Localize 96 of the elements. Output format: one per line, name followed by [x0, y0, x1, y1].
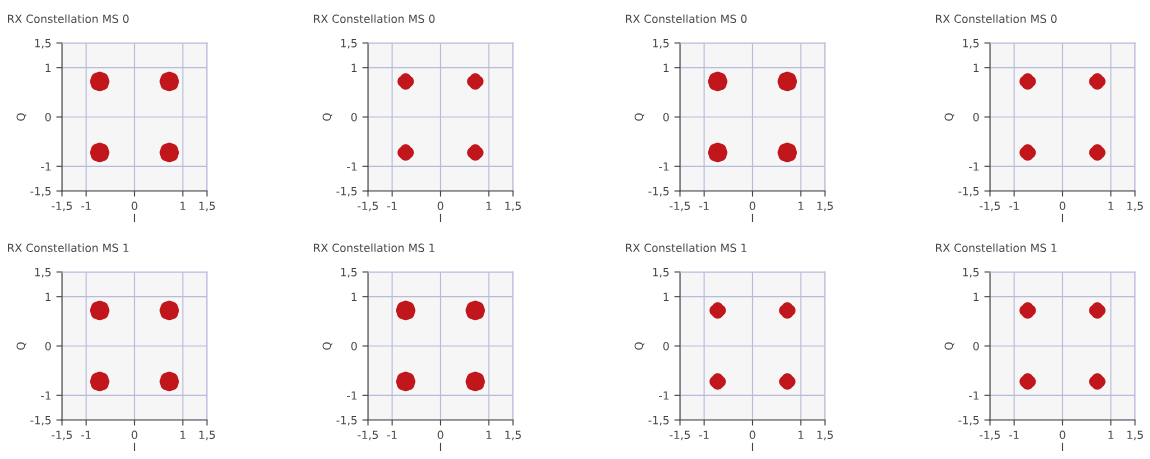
y-tick-label: -1,5 — [958, 416, 979, 426]
x-tick-label: -1 — [1009, 201, 1019, 210]
y-tick-label: 1,5 — [341, 268, 357, 278]
y-tick-label: 0 — [663, 112, 669, 122]
y-axis-title: Q — [16, 113, 27, 121]
y-tick-label: 1 — [973, 63, 979, 72]
y-tick-label: 1,5 — [653, 268, 669, 278]
y-tick-label: -1 — [659, 162, 669, 171]
y-tick-label: -1 — [347, 162, 357, 171]
y-tick-label: -1,5 — [648, 416, 669, 426]
y-tick-label: -1,5 — [958, 187, 979, 197]
y-axis-title: Q — [944, 113, 955, 121]
y-tick-label: -1 — [969, 391, 979, 400]
chart-title: RX Constellation MS 1 — [625, 243, 747, 252]
y-tick-label: 0 — [973, 112, 979, 122]
y-tick-label: -1,5 — [30, 416, 51, 426]
chart-title: RX Constellation MS 0 — [625, 14, 747, 23]
y-tick-label: 1 — [973, 292, 979, 301]
x-tick-label: 0 — [749, 201, 756, 211]
y-tick-label: 0 — [351, 112, 357, 122]
x-tick-label: 1 — [486, 201, 492, 210]
y-tick-label: -1 — [347, 391, 357, 400]
y-axis-title: Q — [944, 342, 955, 350]
x-tick-label: -1 — [1009, 430, 1019, 439]
x-tick-label: -1 — [387, 430, 397, 439]
y-tick-label: 1,5 — [341, 39, 357, 49]
y-tick-label: 1 — [351, 63, 357, 72]
y-tick-label: 0 — [973, 341, 979, 351]
y-tick-label: 1,5 — [963, 39, 979, 49]
x-tick-label: 0 — [437, 201, 444, 211]
x-tick-label: 0 — [749, 430, 756, 440]
x-tick-label: 1 — [180, 430, 186, 439]
x-axis-title: I — [133, 442, 136, 451]
y-tick-label: 1 — [45, 63, 51, 72]
y-tick-label: 1,5 — [35, 39, 51, 49]
chart-title: RX Constellation MS 1 — [313, 243, 435, 252]
x-tick-label: 0 — [437, 430, 444, 440]
y-tick-label: 0 — [351, 341, 357, 351]
x-tick-label: 1,5 — [817, 430, 833, 441]
x-axis-title: I — [133, 213, 136, 222]
y-tick-label: -1,5 — [336, 416, 357, 426]
chart-title: RX Constellation MS 0 — [7, 14, 129, 23]
y-tick-label: -1 — [659, 391, 669, 400]
y-tick-label: 1,5 — [35, 268, 51, 278]
x-axis-title: I — [1061, 213, 1064, 222]
y-tick-label: 1 — [663, 63, 669, 72]
x-tick-label: 0 — [1059, 430, 1066, 440]
x-tick-label: 0 — [131, 201, 138, 211]
y-axis-title: Q — [16, 342, 27, 350]
y-axis-title: Q — [634, 113, 645, 121]
y-tick-label: 1,5 — [653, 39, 669, 49]
y-tick-label: 1,5 — [963, 268, 979, 278]
x-axis-title: I — [751, 213, 754, 222]
y-axis-title: Q — [322, 342, 333, 350]
x-tick-label: -1 — [387, 201, 397, 210]
x-tick-label: 1,5 — [199, 201, 215, 212]
x-tick-label: 0 — [131, 430, 138, 440]
x-tick-label: 1 — [798, 430, 804, 439]
chart-title: RX Constellation MS 1 — [935, 243, 1057, 252]
y-tick-label: 1 — [45, 292, 51, 301]
y-axis-title: Q — [322, 113, 333, 121]
x-tick-label: 1,5 — [1127, 430, 1143, 441]
chart-title: RX Constellation MS 0 — [935, 14, 1057, 23]
y-tick-label: 0 — [45, 112, 51, 122]
y-tick-label: -1,5 — [648, 187, 669, 197]
x-tick-label: 1 — [1108, 201, 1114, 210]
x-axis-title: I — [439, 213, 442, 222]
x-tick-label: 1 — [1108, 430, 1114, 439]
x-axis-title: I — [439, 442, 442, 451]
x-tick-label: 1,5 — [817, 201, 833, 212]
y-tick-label: 0 — [663, 341, 669, 351]
x-tick-label: 1,5 — [1127, 201, 1143, 212]
x-tick-label: 1,5 — [505, 201, 521, 212]
y-tick-label: -1,5 — [30, 187, 51, 197]
y-tick-label: 0 — [45, 341, 51, 351]
x-tick-label: 0 — [1059, 201, 1066, 211]
chart-title: RX Constellation MS 0 — [313, 14, 435, 23]
x-tick-label: 1,5 — [199, 430, 215, 441]
x-tick-label: -1 — [81, 430, 91, 439]
x-tick-label: -1 — [699, 201, 709, 210]
x-tick-label: 1 — [798, 201, 804, 210]
y-axis-title: Q — [634, 342, 645, 350]
x-tick-label: 1 — [180, 201, 186, 210]
x-tick-label: -1 — [81, 201, 91, 210]
x-tick-label: 1,5 — [505, 430, 521, 441]
y-tick-label: 1 — [663, 292, 669, 301]
x-axis-title: I — [1061, 442, 1064, 451]
y-tick-label: -1 — [41, 162, 51, 171]
y-tick-label: -1 — [969, 162, 979, 171]
x-tick-label: -1 — [699, 430, 709, 439]
x-axis-title: I — [751, 442, 754, 451]
y-tick-label: 1 — [351, 292, 357, 301]
y-tick-label: -1,5 — [336, 187, 357, 197]
chart-title: RX Constellation MS 1 — [7, 243, 129, 252]
x-tick-label: 1 — [486, 430, 492, 439]
y-tick-label: -1 — [41, 391, 51, 400]
